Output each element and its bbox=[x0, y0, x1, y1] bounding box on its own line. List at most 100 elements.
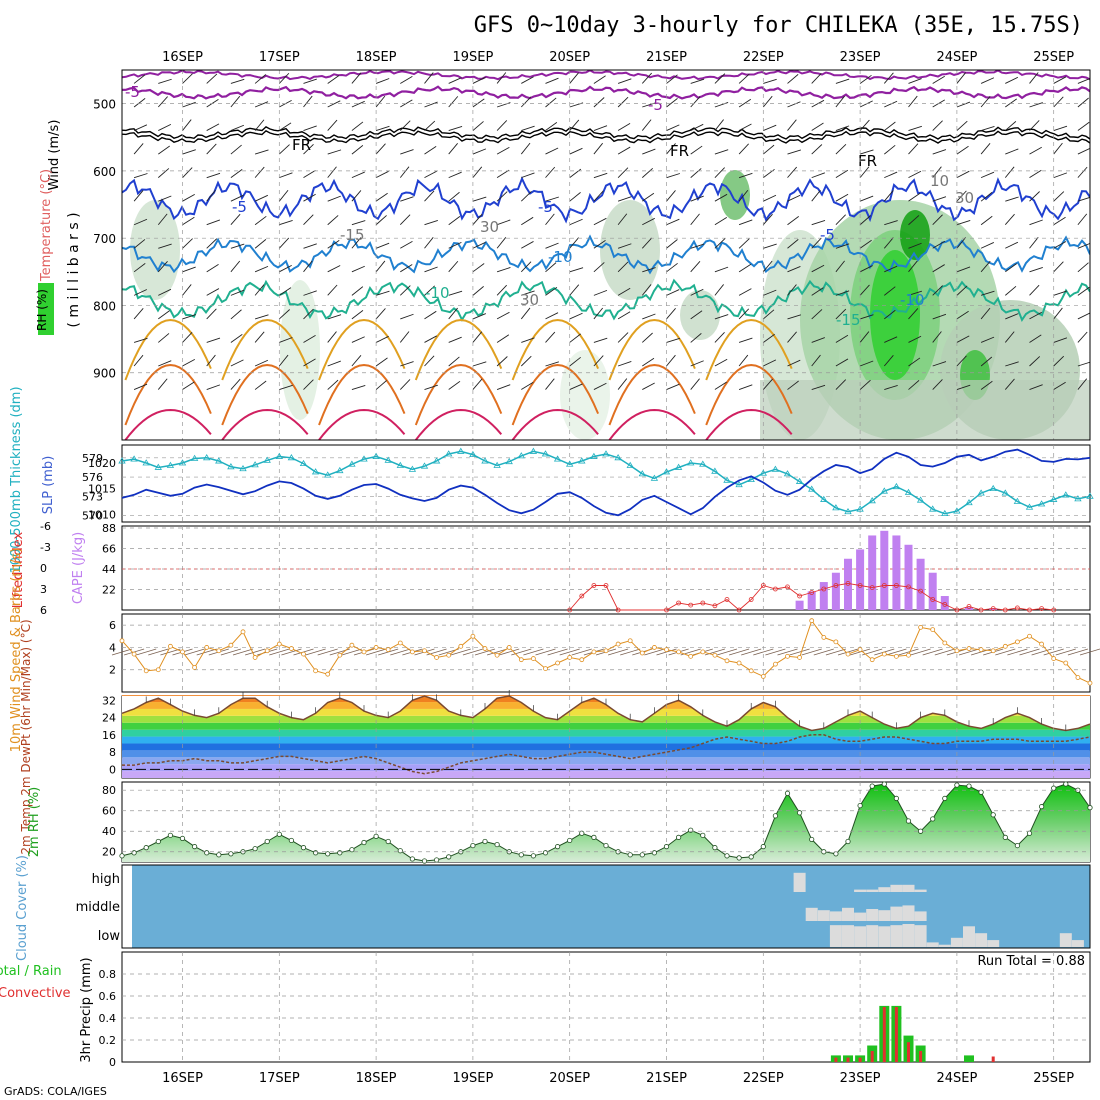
wind-barb bbox=[230, 309, 242, 320]
wind-barb bbox=[666, 383, 680, 390]
wind-barb bbox=[158, 78, 172, 84]
rh2m-point bbox=[809, 836, 815, 843]
wind-barb bbox=[375, 95, 386, 108]
wind10m-barb bbox=[741, 648, 762, 656]
wind-barb bbox=[182, 149, 196, 155]
wind-barb bbox=[714, 331, 725, 343]
wind-tick: 4 bbox=[109, 641, 116, 654]
wind-barb bbox=[158, 168, 170, 178]
wind-barb bbox=[738, 337, 753, 343]
thickness-point bbox=[650, 474, 659, 481]
rh-shading bbox=[560, 350, 610, 440]
wind-barb bbox=[375, 192, 388, 202]
wind-barb bbox=[883, 355, 894, 367]
wind-barb bbox=[714, 73, 726, 84]
wind-barb bbox=[811, 122, 824, 131]
wind10m-point bbox=[1087, 680, 1093, 686]
wind-barb bbox=[932, 196, 947, 202]
wind-barb bbox=[278, 144, 290, 155]
wind-barb bbox=[690, 360, 704, 367]
wind-barb bbox=[400, 196, 414, 202]
wind-barb bbox=[496, 219, 511, 226]
run-total-label: Run Total = 0.88 bbox=[977, 954, 1085, 969]
isotherm-warm-lobe bbox=[608, 363, 696, 426]
wind10m-point bbox=[422, 648, 427, 654]
wind-barb bbox=[400, 264, 413, 273]
wind-barb bbox=[472, 313, 487, 320]
wind-barb bbox=[980, 96, 991, 108]
wind-barb bbox=[617, 213, 628, 226]
rh2m-point bbox=[942, 795, 948, 802]
wind-barb bbox=[496, 384, 511, 390]
wind-barb bbox=[472, 76, 486, 84]
rh2m-point bbox=[760, 844, 766, 850]
wind10m-barb bbox=[317, 648, 338, 656]
rh2m-point bbox=[639, 852, 645, 858]
wind10m-point bbox=[809, 618, 815, 624]
li-point bbox=[797, 593, 802, 599]
wind-barb bbox=[133, 218, 148, 226]
wind-barb bbox=[641, 284, 652, 296]
rh2m-point bbox=[954, 782, 960, 788]
wind-barb bbox=[545, 242, 559, 249]
wind-barb bbox=[738, 263, 752, 273]
li-point bbox=[1051, 607, 1057, 613]
wind-barb bbox=[956, 220, 971, 226]
wind10m-point bbox=[131, 651, 137, 657]
wind-barb bbox=[206, 308, 217, 320]
thickness-point bbox=[1062, 491, 1070, 498]
wind10m-point bbox=[833, 639, 839, 645]
li-point bbox=[567, 607, 573, 613]
wind-barb bbox=[811, 287, 824, 296]
cloud-bar-low bbox=[975, 933, 988, 947]
rh2m-point bbox=[1087, 805, 1093, 811]
wind-barb bbox=[1077, 378, 1088, 390]
wind-barb bbox=[763, 359, 777, 367]
wind-barb bbox=[714, 149, 729, 155]
wind-barb bbox=[617, 167, 629, 178]
thickness-point bbox=[626, 461, 634, 468]
li-point bbox=[906, 584, 911, 590]
wind-barb bbox=[1029, 120, 1040, 131]
wind-barb bbox=[448, 380, 461, 390]
cape-bar bbox=[844, 558, 852, 610]
isotherm-warm-lobe bbox=[221, 363, 309, 426]
wind-barb bbox=[908, 192, 921, 202]
rh2m-point bbox=[119, 853, 125, 859]
thickness-tick: 579 bbox=[82, 452, 103, 465]
wind-barb bbox=[617, 287, 631, 296]
wind-barb bbox=[884, 286, 896, 296]
upper-air-panel bbox=[122, 70, 1090, 440]
precip-frame bbox=[121, 951, 1091, 1063]
thickness-tick: 570 bbox=[82, 510, 103, 523]
wind-barb bbox=[254, 314, 269, 320]
wind-barb bbox=[908, 170, 922, 179]
wind-barb bbox=[690, 123, 704, 131]
wind-barb bbox=[593, 217, 607, 226]
li-point bbox=[881, 583, 887, 588]
wind-barb bbox=[303, 260, 313, 273]
wind10m-point bbox=[748, 668, 754, 674]
wind-barb bbox=[884, 100, 898, 108]
date-label-top: 16SEP bbox=[162, 50, 203, 65]
isotherm-label: -5 bbox=[538, 198, 553, 216]
wind-barb bbox=[230, 95, 241, 108]
cape-bar bbox=[928, 572, 937, 610]
wind-barb bbox=[980, 260, 991, 273]
isotherm-label: -5 bbox=[232, 198, 247, 216]
wind-barb bbox=[133, 354, 144, 367]
cloud-bar-low bbox=[829, 925, 842, 947]
wind10m-point bbox=[313, 668, 319, 674]
rh2m-point bbox=[724, 853, 730, 859]
li-tick: -6 bbox=[40, 520, 51, 533]
date-label-bottom: 23SEP bbox=[840, 1071, 881, 1086]
wind-barb bbox=[980, 380, 993, 390]
cape-bar bbox=[892, 535, 901, 610]
wind10m-point bbox=[724, 658, 730, 664]
rh2m-point bbox=[591, 834, 597, 840]
wind-barb bbox=[690, 310, 703, 320]
wind-barb bbox=[811, 237, 822, 249]
pressure-tick: 700 bbox=[93, 232, 116, 246]
wind-barb bbox=[182, 73, 193, 84]
wind-barb bbox=[738, 73, 750, 84]
